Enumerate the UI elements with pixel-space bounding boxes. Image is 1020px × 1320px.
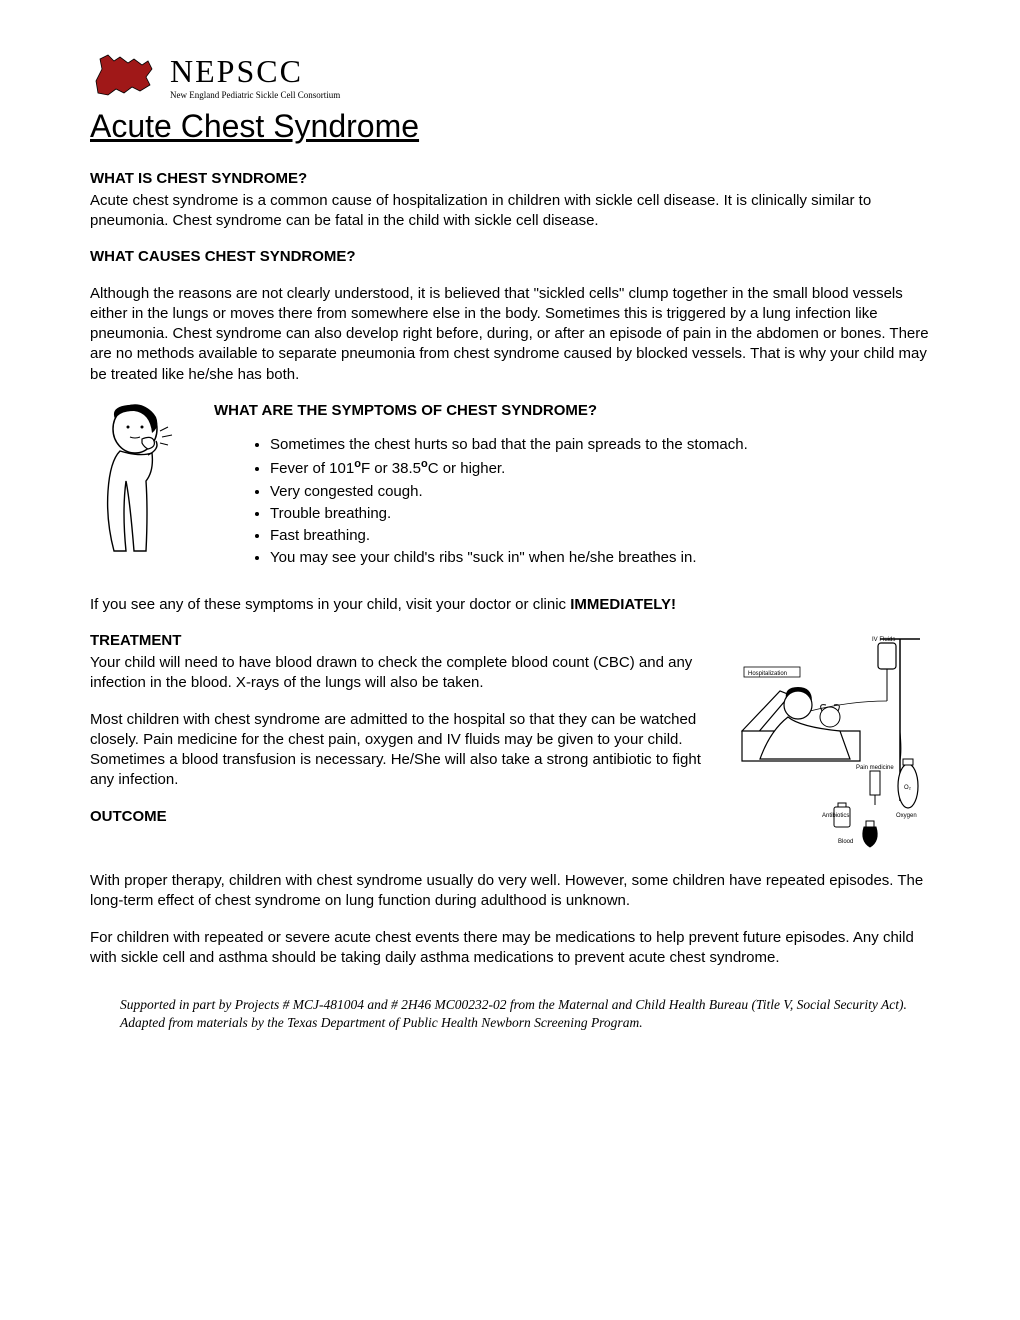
list-item: Sometimes the chest hurts so bad that th…	[270, 435, 930, 455]
logo-text: NEPSCC New England Pediatric Sickle Cell…	[170, 50, 340, 101]
section-treatment: TTREATMENTREATMENT Your child will need …	[90, 631, 930, 857]
heading-symptoms: WHAT ARE THE SYMPTOMS OF CHEST SYNDROME?	[214, 401, 930, 421]
heading-what-is: WHAT IS CHEST SYNDROME?	[90, 169, 930, 189]
treatment-para1: Your child will need to have blood drawn…	[90, 653, 720, 694]
treatment-text: TTREATMENTREATMENT Your child will need …	[90, 631, 720, 829]
page-title: Acute Chest Syndrome	[90, 105, 930, 148]
symptoms-list: Sometimes the chest hurts so bad that th…	[214, 435, 930, 569]
child-coughing-illustration	[90, 401, 190, 567]
list-item: Very congested cough.	[270, 482, 930, 502]
logo-block: NEPSCC New England Pediatric Sickle Cell…	[90, 50, 930, 101]
logo-mark	[90, 51, 160, 101]
label-hospitalization: Hospitalization	[748, 671, 787, 677]
body-causes: Although the reasons are not clearly und…	[90, 284, 930, 385]
section-causes: WHAT CAUSES CHEST SYNDROME?	[90, 247, 930, 267]
footer-line1: Supported in part by Projects # MCJ-4810…	[120, 996, 930, 1014]
heading-causes: WHAT CAUSES CHEST SYNDROME?	[90, 247, 930, 267]
symptoms-content: WHAT ARE THE SYMPTOMS OF CHEST SYNDROME?…	[214, 401, 930, 583]
warning-bold: IMMEDIATELY!	[570, 596, 676, 613]
label-o2: O₂	[904, 785, 912, 791]
list-item: You may see your child's ribs "suck in" …	[270, 548, 930, 568]
label-oxygen: Oxygen	[896, 813, 917, 819]
logo-subtitle: New England Pediatric Sickle Cell Consor…	[170, 89, 340, 101]
warning-line: If you see any of these symptoms in your…	[90, 595, 930, 615]
list-item: Fast breathing.	[270, 526, 930, 546]
heading-treatment: TTREATMENTREATMENT	[90, 631, 720, 651]
label-blood: Blood	[838, 839, 853, 845]
section-what-is: WHAT IS CHEST SYNDROME? Acute chest synd…	[90, 169, 930, 232]
section-symptoms: WHAT ARE THE SYMPTOMS OF CHEST SYNDROME?…	[90, 401, 930, 583]
footer-line2: Adapted from materials by the Texas Depa…	[120, 1014, 930, 1032]
label-iv-fluids: IV Fluids	[872, 637, 895, 643]
heading-outcome: OUTCOME	[90, 807, 720, 827]
list-item: Trouble breathing.	[270, 504, 930, 524]
footer: Supported in part by Projects # MCJ-4810…	[90, 996, 930, 1031]
label-pain-medicine: Pain medicine	[856, 765, 894, 771]
hospitalization-diagram: IV Fluids Hospitalization Pain medicine …	[740, 631, 930, 857]
treatment-para2: Most children with chest syndrome are ad…	[90, 710, 720, 791]
outcome-para1: With proper therapy, children with chest…	[90, 871, 930, 912]
body-what-is: Acute chest syndrome is a common cause o…	[90, 191, 930, 232]
label-antibiotics: Antibiotics	[822, 813, 849, 819]
warning-prefix: If you see any of these symptoms in your…	[90, 596, 570, 613]
outcome-para2: For children with repeated or severe acu…	[90, 928, 930, 969]
logo-acronym: NEPSCC	[170, 50, 340, 93]
list-item: Fever of 101oF or 38.5oC or higher.	[270, 457, 930, 479]
